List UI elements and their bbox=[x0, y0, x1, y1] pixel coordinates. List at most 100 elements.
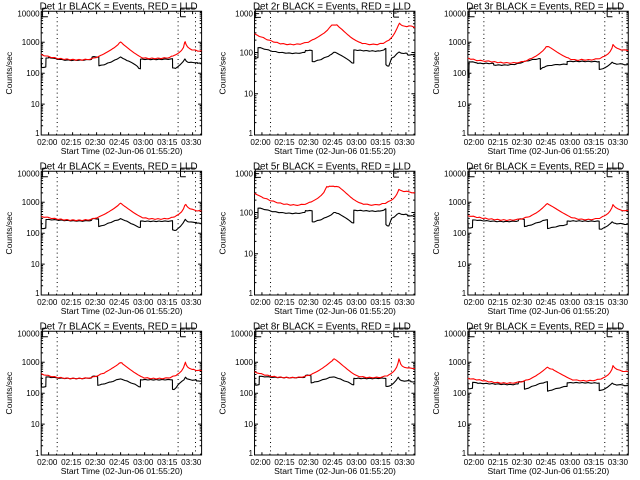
svg-text:03:30: 03:30 bbox=[608, 298, 629, 307]
svg-text:02:00: 02:00 bbox=[250, 138, 271, 147]
svg-text:02:15: 02:15 bbox=[274, 138, 295, 147]
svg-text:03:00: 03:00 bbox=[560, 138, 581, 147]
svg-text:02:00: 02:00 bbox=[464, 138, 485, 147]
svg-text:03:30: 03:30 bbox=[181, 298, 202, 307]
svg-text:02:45: 02:45 bbox=[322, 298, 343, 307]
svg-text:100: 100 bbox=[453, 389, 467, 398]
svg-text:Counts/sec: Counts/sec bbox=[431, 211, 441, 254]
svg-text:10000: 10000 bbox=[17, 169, 40, 178]
svg-text:1: 1 bbox=[462, 449, 467, 458]
svg-text:10: 10 bbox=[31, 260, 40, 269]
svg-text:02:45: 02:45 bbox=[536, 138, 557, 147]
svg-text:10: 10 bbox=[244, 90, 253, 99]
svg-text:Start Time (02-Jun-06 01:55:20: Start Time (02-Jun-06 01:55:20) bbox=[274, 466, 396, 476]
svg-text:02:00: 02:00 bbox=[37, 138, 58, 147]
svg-text:1000: 1000 bbox=[448, 198, 466, 207]
svg-text:Det 2r BLACK = Events, RED = L: Det 2r BLACK = Events, RED = LLD bbox=[253, 1, 411, 12]
svg-text:02:30: 02:30 bbox=[298, 298, 319, 307]
svg-text:1: 1 bbox=[35, 289, 40, 298]
svg-text:03:00: 03:00 bbox=[346, 138, 367, 147]
svg-text:10: 10 bbox=[457, 100, 466, 109]
svg-text:03:30: 03:30 bbox=[181, 138, 202, 147]
svg-text:03:00: 03:00 bbox=[346, 458, 367, 467]
svg-text:10: 10 bbox=[457, 260, 466, 269]
svg-text:02:30: 02:30 bbox=[298, 138, 319, 147]
svg-text:03:00: 03:00 bbox=[133, 138, 154, 147]
svg-text:1: 1 bbox=[35, 449, 40, 458]
svg-text:Counts/sec: Counts/sec bbox=[4, 51, 14, 94]
svg-text:Det 7r BLACK = Events, RED = L: Det 7r BLACK = Events, RED = LLD bbox=[40, 321, 198, 332]
svg-text:1000: 1000 bbox=[235, 169, 253, 178]
svg-text:02:30: 02:30 bbox=[298, 458, 319, 467]
svg-text:1: 1 bbox=[462, 129, 467, 138]
svg-text:02:45: 02:45 bbox=[322, 458, 343, 467]
svg-text:Det 1r BLACK = Events, RED = L: Det 1r BLACK = Events, RED = LLD bbox=[40, 1, 198, 12]
svg-text:10: 10 bbox=[244, 250, 253, 259]
svg-text:02:45: 02:45 bbox=[109, 138, 130, 147]
svg-text:03:30: 03:30 bbox=[394, 458, 415, 467]
svg-text:02:00: 02:00 bbox=[37, 298, 58, 307]
svg-text:03:15: 03:15 bbox=[370, 298, 391, 307]
svg-text:1000: 1000 bbox=[22, 38, 40, 47]
svg-text:1: 1 bbox=[35, 129, 40, 138]
svg-text:02:45: 02:45 bbox=[109, 298, 130, 307]
svg-text:02:00: 02:00 bbox=[464, 298, 485, 307]
svg-text:02:00: 02:00 bbox=[37, 458, 58, 467]
svg-text:02:30: 02:30 bbox=[512, 138, 533, 147]
svg-text:100: 100 bbox=[240, 389, 254, 398]
svg-text:02:15: 02:15 bbox=[61, 458, 82, 467]
svg-text:1000: 1000 bbox=[235, 358, 253, 367]
svg-text:02:30: 02:30 bbox=[85, 138, 106, 147]
svg-text:03:30: 03:30 bbox=[608, 458, 629, 467]
svg-text:1000: 1000 bbox=[22, 358, 40, 367]
svg-text:03:00: 03:00 bbox=[560, 458, 581, 467]
svg-text:02:15: 02:15 bbox=[488, 298, 509, 307]
svg-text:Det 4r BLACK = Events, RED = L: Det 4r BLACK = Events, RED = LLD bbox=[40, 161, 198, 172]
svg-text:Start Time (02-Jun-06 01:55:20: Start Time (02-Jun-06 01:55:20) bbox=[274, 306, 396, 316]
svg-text:Counts/sec: Counts/sec bbox=[431, 371, 441, 414]
svg-text:03:00: 03:00 bbox=[346, 298, 367, 307]
svg-text:03:15: 03:15 bbox=[370, 458, 391, 467]
svg-text:1: 1 bbox=[462, 289, 467, 298]
svg-text:10000: 10000 bbox=[444, 329, 467, 338]
svg-text:Counts/sec: Counts/sec bbox=[431, 51, 441, 94]
svg-text:02:00: 02:00 bbox=[250, 458, 271, 467]
svg-text:Counts/sec: Counts/sec bbox=[217, 51, 227, 94]
svg-text:03:15: 03:15 bbox=[370, 138, 391, 147]
svg-text:100: 100 bbox=[26, 389, 40, 398]
svg-text:02:00: 02:00 bbox=[464, 458, 485, 467]
svg-text:02:45: 02:45 bbox=[536, 458, 557, 467]
svg-text:10: 10 bbox=[31, 420, 40, 429]
svg-text:Start Time (02-Jun-06 01:55:20: Start Time (02-Jun-06 01:55:20) bbox=[487, 306, 609, 316]
svg-text:Counts/sec: Counts/sec bbox=[4, 211, 14, 254]
svg-text:Counts/sec: Counts/sec bbox=[217, 371, 227, 414]
svg-text:10000: 10000 bbox=[17, 9, 40, 18]
svg-text:1000: 1000 bbox=[22, 198, 40, 207]
svg-text:02:30: 02:30 bbox=[512, 458, 533, 467]
svg-text:100: 100 bbox=[26, 229, 40, 238]
svg-text:03:15: 03:15 bbox=[157, 458, 178, 467]
svg-text:1: 1 bbox=[248, 289, 253, 298]
svg-text:03:00: 03:00 bbox=[133, 458, 154, 467]
svg-text:Start Time (02-Jun-06 01:55:20: Start Time (02-Jun-06 01:55:20) bbox=[487, 146, 609, 156]
svg-text:Start Time (02-Jun-06 01:55:20: Start Time (02-Jun-06 01:55:20) bbox=[61, 466, 183, 476]
svg-text:02:15: 02:15 bbox=[61, 298, 82, 307]
svg-text:03:15: 03:15 bbox=[157, 138, 178, 147]
svg-text:02:00: 02:00 bbox=[250, 298, 271, 307]
svg-text:Start Time (02-Jun-06 01:55:20: Start Time (02-Jun-06 01:55:20) bbox=[274, 146, 396, 156]
svg-text:1: 1 bbox=[248, 449, 253, 458]
svg-text:Det 6r BLACK = Events, RED = L: Det 6r BLACK = Events, RED = LLD bbox=[466, 161, 624, 172]
svg-text:Counts/sec: Counts/sec bbox=[217, 211, 227, 254]
svg-text:Det 9r BLACK = Events, RED = L: Det 9r BLACK = Events, RED = LLD bbox=[466, 321, 624, 332]
svg-text:02:15: 02:15 bbox=[488, 138, 509, 147]
svg-text:Start Time (02-Jun-06 01:55:20: Start Time (02-Jun-06 01:55:20) bbox=[487, 466, 609, 476]
svg-text:10000: 10000 bbox=[231, 329, 254, 338]
svg-text:100: 100 bbox=[240, 48, 254, 57]
svg-text:1000: 1000 bbox=[448, 38, 466, 47]
svg-text:02:30: 02:30 bbox=[512, 298, 533, 307]
svg-text:02:15: 02:15 bbox=[488, 458, 509, 467]
svg-text:100: 100 bbox=[453, 69, 467, 78]
svg-text:03:15: 03:15 bbox=[157, 298, 178, 307]
svg-text:03:30: 03:30 bbox=[608, 138, 629, 147]
svg-text:03:30: 03:30 bbox=[394, 298, 415, 307]
